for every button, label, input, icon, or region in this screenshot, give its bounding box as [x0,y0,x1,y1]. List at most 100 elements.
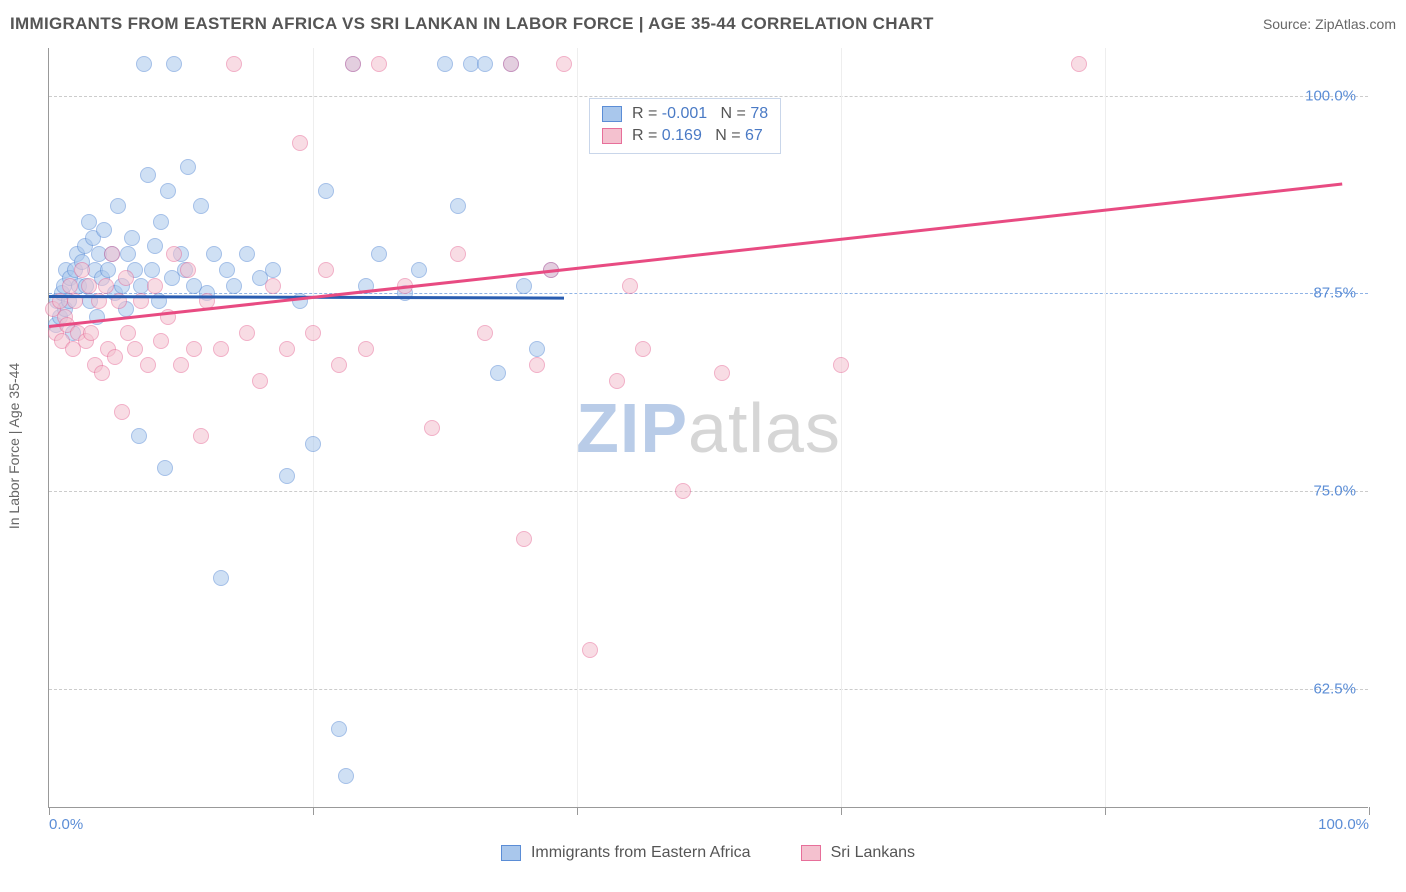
data-point [411,262,427,278]
data-point [424,420,440,436]
data-point [144,262,160,278]
data-point [226,56,242,72]
data-point [318,183,334,199]
data-point [118,270,134,286]
gridline-v [841,48,842,807]
data-point [371,56,387,72]
data-point [503,56,519,72]
ytick-label: 87.5% [1313,285,1356,302]
data-point [219,262,235,278]
data-point [338,768,354,784]
legend-label-1: Immigrants from Eastern Africa [531,844,751,862]
data-point [371,246,387,262]
data-point [252,373,268,389]
legend-swatch-icon [602,106,622,122]
data-point [305,436,321,452]
xtick-mark [49,807,50,815]
data-point [193,198,209,214]
data-point [279,468,295,484]
data-point [239,325,255,341]
data-point [120,325,136,341]
data-point [62,278,78,294]
legend-swatch-icon [801,845,821,861]
data-point [213,341,229,357]
legend-swatch-icon [501,845,521,861]
title-bar: IMMIGRANTS FROM EASTERN AFRICA VS SRI LA… [10,10,1396,38]
data-point [490,365,506,381]
data-point [180,262,196,278]
data-point [186,341,202,357]
gridline-v [577,48,578,807]
data-point [114,404,130,420]
ytick-label: 75.0% [1313,483,1356,500]
data-point [136,56,152,72]
chart-title: IMMIGRANTS FROM EASTERN AFRICA VS SRI LA… [10,14,934,34]
gridline-h [49,96,1368,97]
data-point [292,135,308,151]
stats-legend: R = -0.001 N = 78R = 0.169 N = 67 [589,98,781,154]
data-point [107,349,123,365]
data-point [213,570,229,586]
xtick-mark [313,807,314,815]
data-point [81,278,97,294]
legend-swatch-icon [602,128,622,144]
ytick-label: 100.0% [1305,87,1356,104]
bottom-legend: Immigrants from Eastern Africa Sri Lanka… [48,844,1368,862]
data-point [124,230,140,246]
gridline-h [49,491,1368,492]
watermark-zip: ZIP [576,389,688,467]
data-point [131,428,147,444]
scatter-plot: ZIPatlas 62.5%75.0%87.5%100.0%0.0%100.0%… [48,48,1368,808]
xtick-label: 0.0% [49,816,83,833]
legend-label-2: Sri Lankans [831,844,916,862]
watermark-atlas: atlas [688,389,841,467]
data-point [153,333,169,349]
data-point [265,262,281,278]
xtick-mark [577,807,578,815]
data-point [120,246,136,262]
data-point [98,278,114,294]
data-point [582,642,598,658]
data-point [147,238,163,254]
data-point [160,183,176,199]
data-point [83,325,99,341]
data-point [94,365,110,381]
legend-item-2: Sri Lankans [801,844,916,862]
data-point [609,373,625,389]
data-point [345,56,361,72]
data-point [140,167,156,183]
xtick-mark [1369,807,1370,815]
data-point [147,278,163,294]
data-point [437,56,453,72]
data-point [331,357,347,373]
stats-row: R = -0.001 N = 78 [602,103,768,125]
data-point [450,198,466,214]
data-point [166,56,182,72]
xtick-mark [1105,807,1106,815]
legend-item-1: Immigrants from Eastern Africa [501,844,751,862]
data-point [450,246,466,262]
data-point [833,357,849,373]
data-point [110,198,126,214]
data-point [516,278,532,294]
data-point [226,278,242,294]
xtick-label: 100.0% [1318,816,1369,833]
data-point [635,341,651,357]
data-point [529,357,545,373]
data-point [675,483,691,499]
ytick-label: 62.5% [1313,681,1356,698]
data-point [74,262,90,278]
data-point [153,214,169,230]
data-point [239,246,255,262]
data-point [180,159,196,175]
data-point [714,365,730,381]
gridline-v [1105,48,1106,807]
data-point [529,341,545,357]
data-point [556,56,572,72]
data-point [622,278,638,294]
data-point [104,246,120,262]
data-point [279,341,295,357]
gridline-v [313,48,314,807]
data-point [318,262,334,278]
data-point [1071,56,1087,72]
